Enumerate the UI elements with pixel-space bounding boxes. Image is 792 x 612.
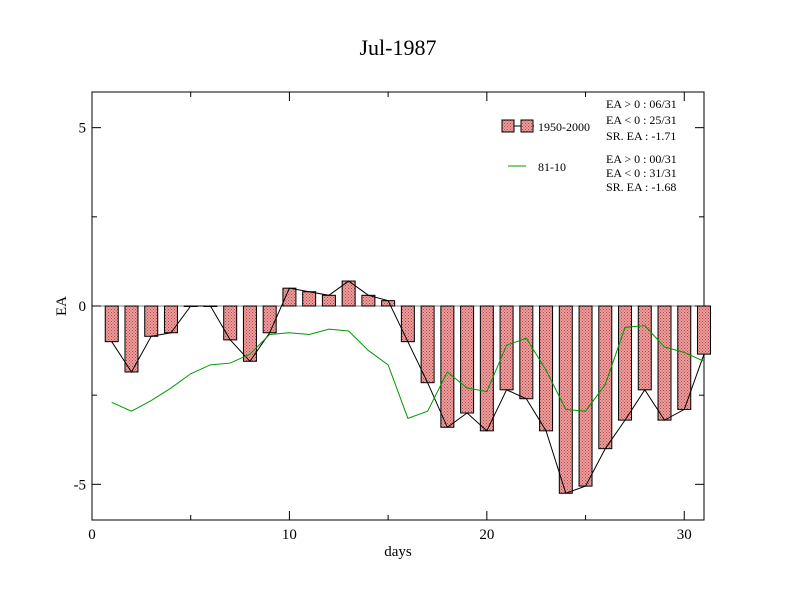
y-tick-label-0: 0 — [79, 299, 87, 315]
bar-day-1 — [104, 305, 119, 343]
x-tick-label-0: 0 — [88, 527, 96, 543]
x-tick-label-10: 10 — [282, 527, 297, 543]
bar-day-10 — [282, 287, 297, 307]
bar-day-28 — [637, 305, 652, 391]
bar-day-9 — [262, 305, 277, 334]
bar-day-3 — [144, 305, 159, 337]
bar-day-16 — [400, 305, 415, 343]
legend-bar-swatch-2 — [520, 119, 534, 133]
bar-day-31 — [697, 305, 711, 355]
bar-day-30 — [677, 305, 692, 410]
bar-day-18 — [440, 305, 455, 428]
bar-day-2 — [124, 305, 139, 373]
bar-day-22 — [519, 305, 534, 400]
bar-day-21 — [499, 305, 514, 391]
legend-bar-swatch-1 — [501, 119, 515, 133]
y-tick-label-5: 5 — [79, 121, 87, 137]
series-81-10-line — [111, 325, 705, 419]
bar-day-27 — [618, 305, 633, 421]
chart-marks — [104, 280, 711, 494]
bar-day-12 — [321, 294, 336, 307]
stat-1950-2000-0: EA > 0 : 06/31 — [606, 97, 677, 111]
bar-day-17 — [420, 305, 435, 384]
x-tick-label-20: 20 — [479, 527, 494, 543]
x-axis-label: days — [384, 544, 412, 560]
stat-81-10-2: SR. EA : -1.68 — [606, 180, 676, 194]
bar-day-7 — [223, 305, 238, 341]
axis-ticks: 0 10 20 30 5 0 -5 — [74, 92, 704, 543]
chart-title: Jul-1987 — [360, 35, 437, 60]
bar-day-11 — [302, 291, 317, 307]
stat-1950-2000-2: SR. EA : -1.71 — [606, 129, 676, 143]
bar-day-19 — [460, 305, 475, 414]
legend-label-81-10: 81-10 — [538, 160, 566, 174]
bar-day-23 — [539, 305, 554, 432]
legend: 1950-2000 81-10 EA > 0 : 06/31 EA < 0 : 25/… — [501, 97, 677, 194]
stat-81-10-1: EA < 0 : 31/31 — [606, 166, 677, 180]
bar-day-25 — [578, 305, 593, 487]
bar-day-4 — [163, 305, 178, 334]
x-tick-label-30: 30 — [677, 527, 692, 543]
legend-label-1950-2000: 1950-2000 — [538, 120, 590, 134]
y-axis-label: EA — [54, 296, 70, 316]
y-tick-label--5: -5 — [74, 477, 87, 493]
stat-1950-2000-1: EA < 0 : 25/31 — [606, 113, 677, 127]
stat-81-10-0: EA > 0 : 00/31 — [606, 152, 677, 166]
bar-day-20 — [479, 305, 494, 432]
bar-day-26 — [598, 305, 613, 450]
bar-day-8 — [242, 305, 257, 362]
bar-day-29 — [657, 305, 672, 421]
